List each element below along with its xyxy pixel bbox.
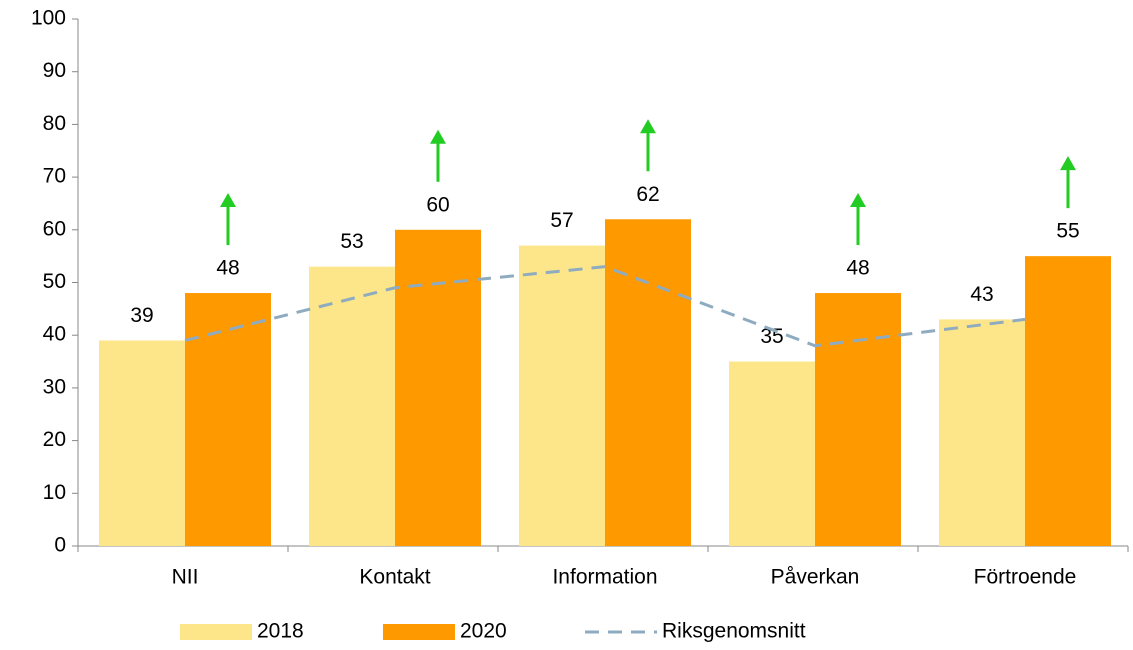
increase-arrow-head: [640, 119, 656, 134]
y-tick-label: 0: [54, 534, 66, 557]
legend-swatch: [383, 624, 455, 640]
value-label: 62: [636, 183, 659, 206]
value-label: 39: [130, 304, 153, 327]
y-tick-label: 20: [43, 428, 66, 451]
bar: [729, 361, 815, 546]
bar: [185, 293, 271, 546]
increase-arrow-head: [430, 129, 446, 144]
increase-arrow-head: [1060, 156, 1076, 171]
y-tick-label: 50: [43, 270, 66, 293]
value-label: 48: [216, 257, 239, 280]
y-tick-label: 30: [43, 375, 66, 398]
x-tick-label: NII: [172, 566, 199, 589]
y-tick-label: 10: [43, 481, 66, 504]
legend-label: Riksgenomsnitt: [662, 620, 806, 643]
value-label: 53: [340, 230, 363, 253]
y-tick-label: 80: [43, 112, 66, 135]
legend-label: 2020: [460, 620, 507, 643]
bar: [519, 245, 605, 547]
legend-swatch: [180, 624, 252, 640]
x-tick-label: Kontakt: [359, 566, 430, 589]
y-tick-label: 60: [43, 217, 66, 240]
value-label: 43: [970, 283, 993, 306]
y-tick-label: 40: [43, 323, 66, 346]
bar: [99, 340, 185, 546]
bar: [815, 293, 901, 546]
bar: [1025, 256, 1111, 546]
y-tick-label: 90: [43, 59, 66, 82]
value-label: 48: [846, 257, 869, 280]
y-tick-label: 100: [31, 7, 66, 30]
increase-arrow-head: [220, 193, 236, 208]
bar: [605, 219, 691, 546]
bar: [939, 319, 1025, 546]
value-label: 57: [550, 209, 573, 232]
bar: [309, 266, 395, 546]
increase-arrow-head: [850, 193, 866, 208]
value-label: 60: [426, 193, 449, 216]
line-series: [184, 265, 1026, 348]
legend-label: 2018: [257, 620, 304, 643]
x-tick-label: Information: [552, 566, 657, 589]
bar: [395, 229, 481, 547]
x-tick-label: Påverkan: [771, 566, 860, 589]
y-tick-label: 70: [43, 165, 66, 188]
value-label: 55: [1056, 220, 1079, 243]
x-tick-label: Förtroende: [974, 566, 1077, 589]
